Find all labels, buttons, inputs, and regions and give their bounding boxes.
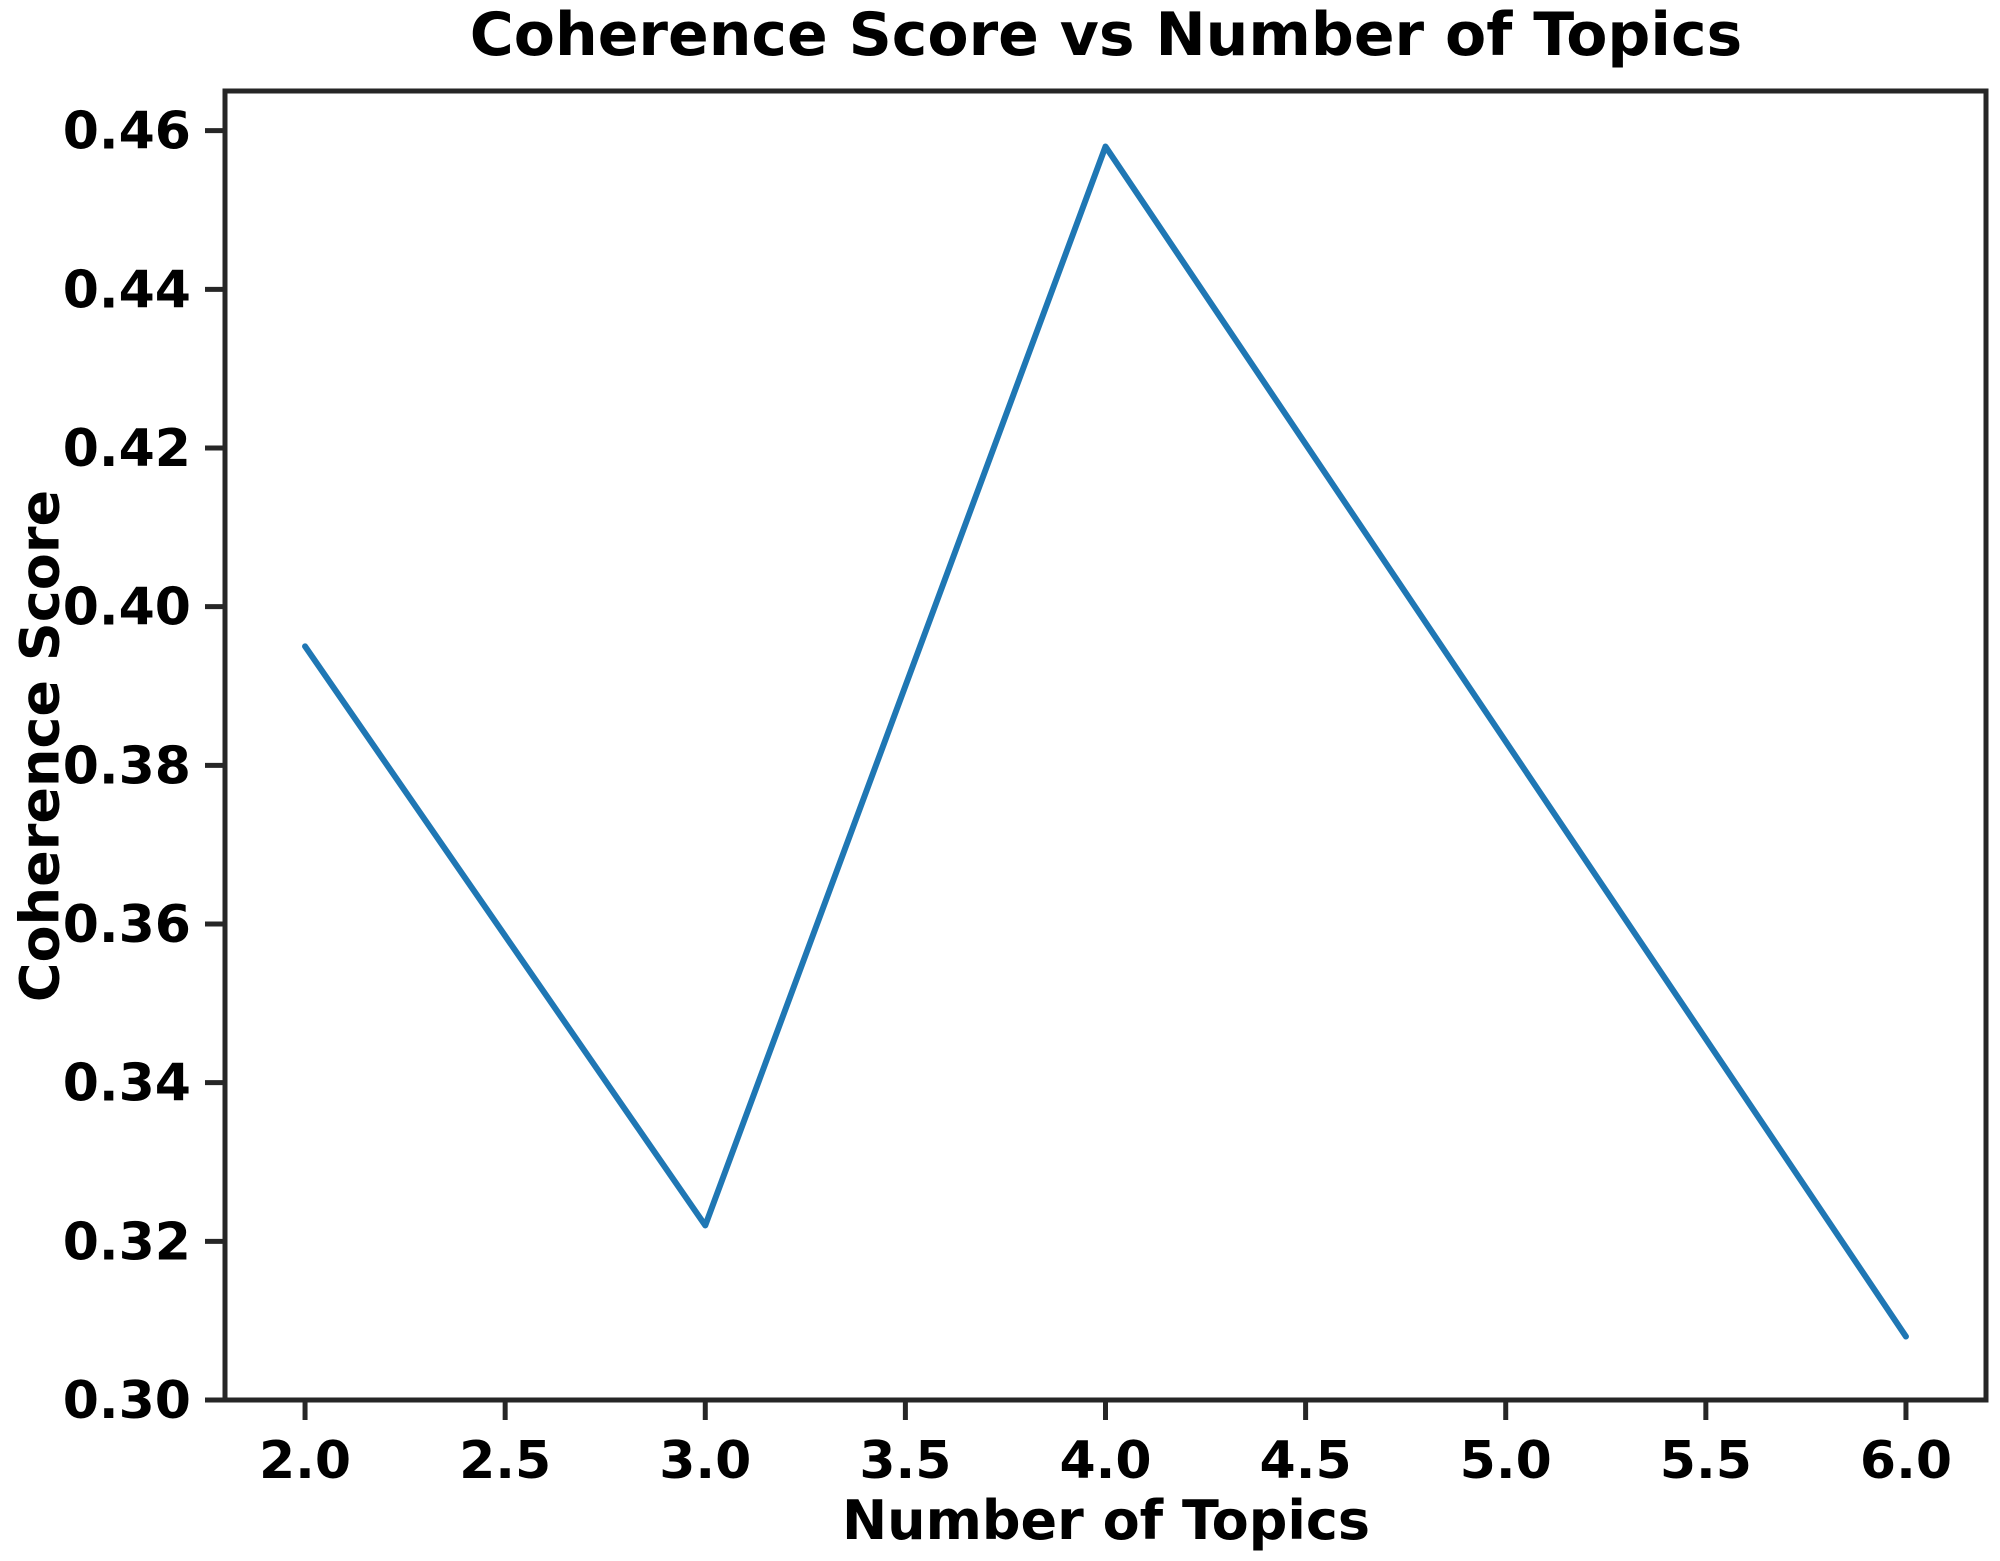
x-tick-label: 2.5 [459,1431,551,1491]
y-tick-label: 0.30 [63,1371,191,1431]
x-tick-label: 4.0 [1059,1431,1151,1491]
y-tick-label: 0.42 [63,419,191,479]
y-tick-label: 0.46 [63,102,191,162]
x-tick-label: 3.0 [659,1431,751,1491]
coherence-score-line [302,143,1909,1340]
y-tick-label: 0.38 [63,736,191,796]
y-tick-label: 0.44 [63,260,191,320]
x-tick-label: 5.0 [1460,1431,1552,1491]
x-tick-label: 3.5 [859,1431,951,1491]
x-tick-label: 5.5 [1660,1431,1752,1491]
chart-title: Coherence Score vs Number of Topics [469,0,1743,70]
x-tick-label: 6.0 [1860,1431,1952,1491]
y-tick-label: 0.36 [63,895,191,955]
x-tick-label: 2.0 [259,1431,351,1491]
y-tick-label: 0.32 [63,1212,191,1272]
y-tick-label: 0.40 [63,578,191,638]
x-tick-label: 4.5 [1260,1431,1352,1491]
y-tick-label: 0.34 [63,1054,191,1114]
x-axis-label: Number of Topics [841,1489,1371,1552]
axes-spines [222,88,1989,1403]
